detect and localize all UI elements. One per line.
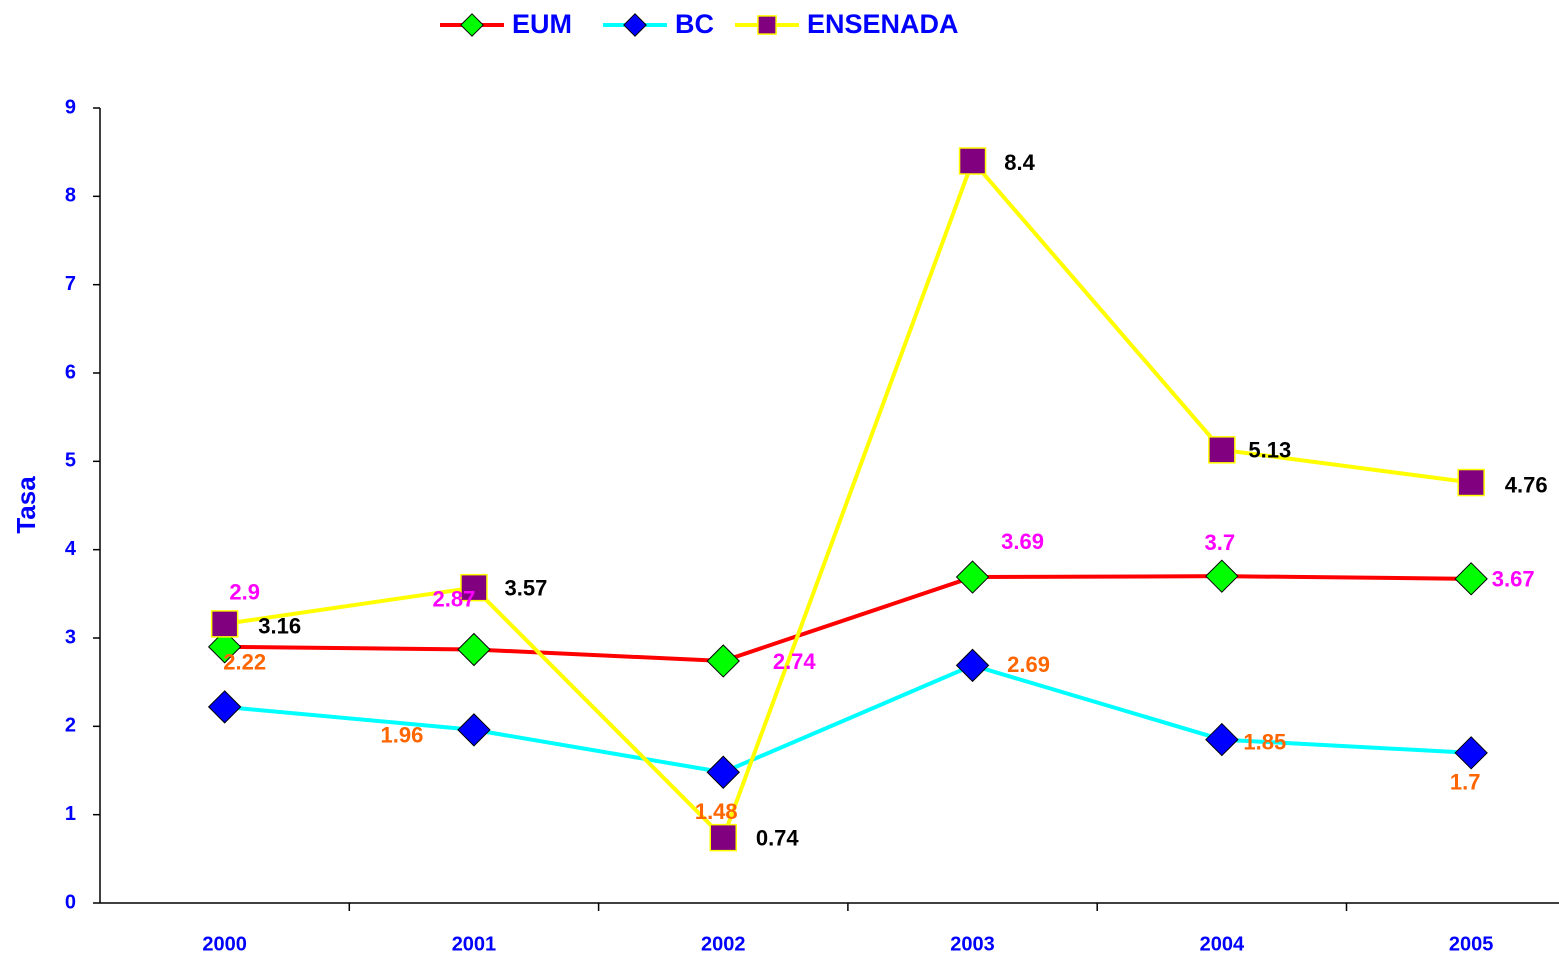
- data-point: [207, 630, 242, 664]
- x-tick-label: 2005: [1449, 933, 1494, 955]
- legend-label: EUM: [512, 9, 572, 39]
- data-label: 5.13: [1248, 438, 1291, 463]
- x-tick-label: 2002: [701, 933, 746, 955]
- data-point: [1205, 559, 1239, 593]
- y-tick-label: 1: [65, 803, 76, 825]
- y-tick-label: 4: [65, 538, 77, 560]
- y-tick-label: 5: [65, 450, 76, 472]
- data-label: 2.22: [223, 650, 266, 675]
- data-point: [706, 644, 740, 678]
- data-label: 2.87: [433, 586, 476, 611]
- y-axis-title: Tasa: [11, 476, 41, 534]
- data-point: [1205, 722, 1239, 757]
- data-point: [1454, 562, 1488, 596]
- legend-marker: [757, 15, 777, 35]
- legend-marker: [623, 13, 647, 37]
- y-tick-label: 2: [65, 715, 76, 737]
- series-line: [224, 574, 1472, 663]
- x-tick-label: 2004: [1200, 933, 1245, 955]
- legend-label: ENSENADA: [807, 9, 959, 39]
- x-tick-label: 2001: [452, 933, 497, 955]
- y-tick-label: 7: [65, 273, 76, 295]
- data-point: [955, 560, 990, 594]
- data-label: 1.85: [1243, 729, 1286, 754]
- x-tick-label: 2000: [202, 933, 247, 955]
- data-point: [706, 755, 740, 789]
- data-label: 2.9: [229, 580, 260, 605]
- y-tick-label: 0: [65, 891, 76, 913]
- data-point: [210, 610, 239, 638]
- data-point: [955, 648, 990, 683]
- data-label: 1.96: [381, 723, 424, 748]
- y-tick-label: 3: [65, 626, 76, 648]
- data-label: 2.74: [773, 649, 817, 674]
- legend-marker: [460, 13, 484, 37]
- data-point: [207, 690, 242, 724]
- data-label: 3.67: [1492, 567, 1535, 592]
- data-point: [958, 147, 987, 175]
- data-point: [1454, 736, 1488, 770]
- y-tick-label: 9: [65, 96, 76, 118]
- data-label: 3.57: [505, 575, 548, 600]
- data-point: [1208, 436, 1236, 464]
- data-point: [457, 632, 491, 667]
- data-label: 2.69: [1007, 652, 1050, 677]
- data-point: [457, 713, 491, 747]
- data-point: [1457, 468, 1485, 497]
- data-label: 8.4: [1004, 150, 1035, 175]
- data-point: [709, 823, 737, 852]
- series-line: [224, 157, 1472, 842]
- y-tick-label: 6: [65, 361, 76, 383]
- data-label: 1.48: [695, 799, 738, 824]
- y-tick-label: 8: [65, 185, 76, 207]
- data-label: 1.7: [1450, 770, 1481, 795]
- data-label: 0.74: [756, 825, 800, 850]
- x-tick-label: 2003: [950, 933, 995, 955]
- data-label: 3.7: [1205, 530, 1236, 555]
- data-label: 4.76: [1505, 472, 1548, 497]
- data-point: [460, 573, 488, 602]
- legend-label: BC: [675, 9, 714, 39]
- data-label: 3.69: [1001, 529, 1044, 554]
- data-label: 3.16: [258, 614, 301, 639]
- series-line: [224, 663, 1472, 775]
